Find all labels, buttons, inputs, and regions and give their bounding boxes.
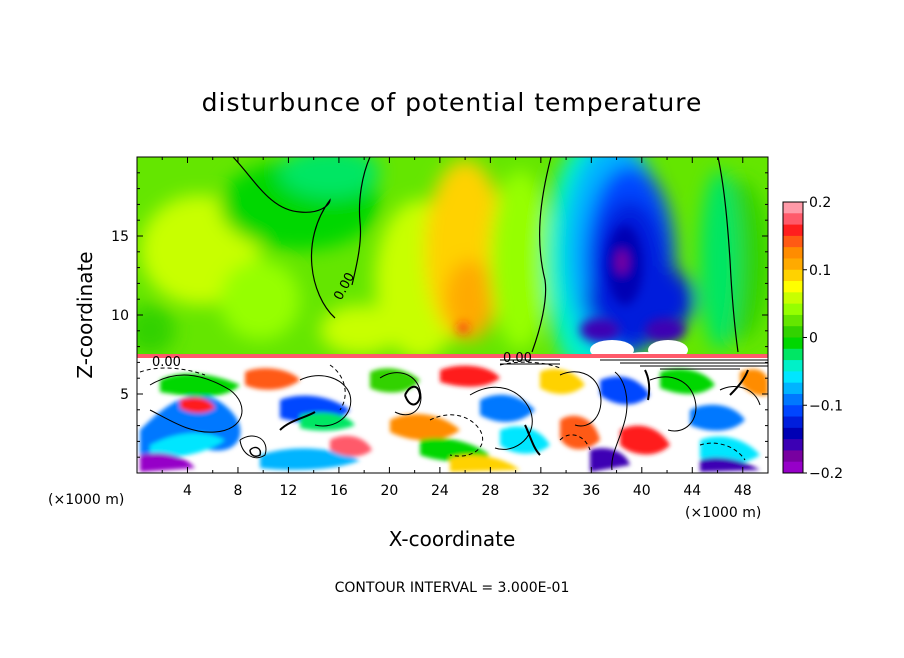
- colorbar-swatch: [783, 337, 803, 350]
- colorbar-swatch: [783, 450, 803, 463]
- y-axis: 5 10 15: [111, 172, 768, 458]
- colorbar-tick-label: −0.1: [809, 398, 843, 414]
- x-tick-label: 40: [633, 483, 651, 499]
- colorbar-swatch: [783, 326, 803, 338]
- x-unit-label-right: (×1000 m): [685, 505, 761, 521]
- colorbar-swatch: [783, 360, 803, 372]
- contour-interval-note: CONTOUR INTERVAL = 3.000E-01: [335, 580, 570, 596]
- colorbar-swatch: [783, 461, 803, 474]
- colorbar-swatch: [783, 269, 803, 282]
- colorbar-swatch: [783, 213, 803, 226]
- x-tick-label: 24: [431, 483, 449, 499]
- colorbar-swatch: [783, 348, 803, 361]
- contour-label: 0.00: [152, 355, 181, 370]
- x-tick-label: 36: [582, 483, 600, 499]
- y-tick-label: 10: [111, 308, 129, 324]
- colorbar-swatch: [783, 405, 803, 418]
- chart-title: disturbunce of potential temperature: [202, 88, 703, 117]
- colorbar-swatch: [783, 382, 803, 395]
- heatmap-field: [137, 157, 768, 473]
- x-tick-label: 16: [330, 483, 348, 499]
- colorbar-swatch: [783, 439, 803, 451]
- x-axis-title: X-coordinate: [389, 527, 516, 551]
- x-tick-label: 44: [683, 483, 701, 499]
- x-tick-label: 12: [280, 483, 298, 499]
- colorbar-tick-label: −0.2: [809, 466, 843, 482]
- colorbar-swatch: [783, 427, 803, 440]
- colorbar-swatch: [783, 235, 803, 248]
- colorbar-swatch: [783, 292, 803, 305]
- colorbar-swatch: [783, 393, 803, 406]
- colorbar-swatch: [783, 314, 803, 327]
- colorbar-swatch: [783, 371, 803, 384]
- x-tick-label: 8: [233, 483, 242, 499]
- x-tick-label: 48: [734, 483, 752, 499]
- x-unit-label-left: (×1000 m): [48, 492, 124, 508]
- colorbar-tick-label: 0: [809, 331, 818, 347]
- colorbar-tick-label: 0.1: [809, 263, 831, 279]
- colorbar-swatch: [783, 202, 803, 214]
- x-axis: 4 8 12 16 20 24 28 32 36 40 44 48: [161, 157, 752, 499]
- colorbar-swatch: [783, 281, 803, 293]
- y-tick-label: 15: [111, 229, 129, 245]
- colorbar-swatch: [783, 416, 803, 429]
- y-tick-label: 5: [120, 387, 129, 403]
- colorbar-swatch: [783, 258, 803, 271]
- colorbar-tick-label: 0.2: [809, 195, 831, 211]
- x-tick-label: 28: [481, 483, 499, 499]
- x-tick-label: 32: [532, 483, 550, 499]
- x-tick-label: 20: [380, 483, 398, 499]
- colorbar-swatch: [783, 303, 803, 316]
- colorbar: 0.2 0.1 0 −0.1 −0.2: [782, 195, 843, 482]
- contour-label: 0.00: [503, 351, 532, 366]
- x-tick-label: 4: [183, 483, 192, 499]
- colorbar-swatch: [783, 247, 803, 259]
- y-axis-title: Z-coordinate: [73, 251, 97, 378]
- colorbar-swatch: [783, 224, 803, 237]
